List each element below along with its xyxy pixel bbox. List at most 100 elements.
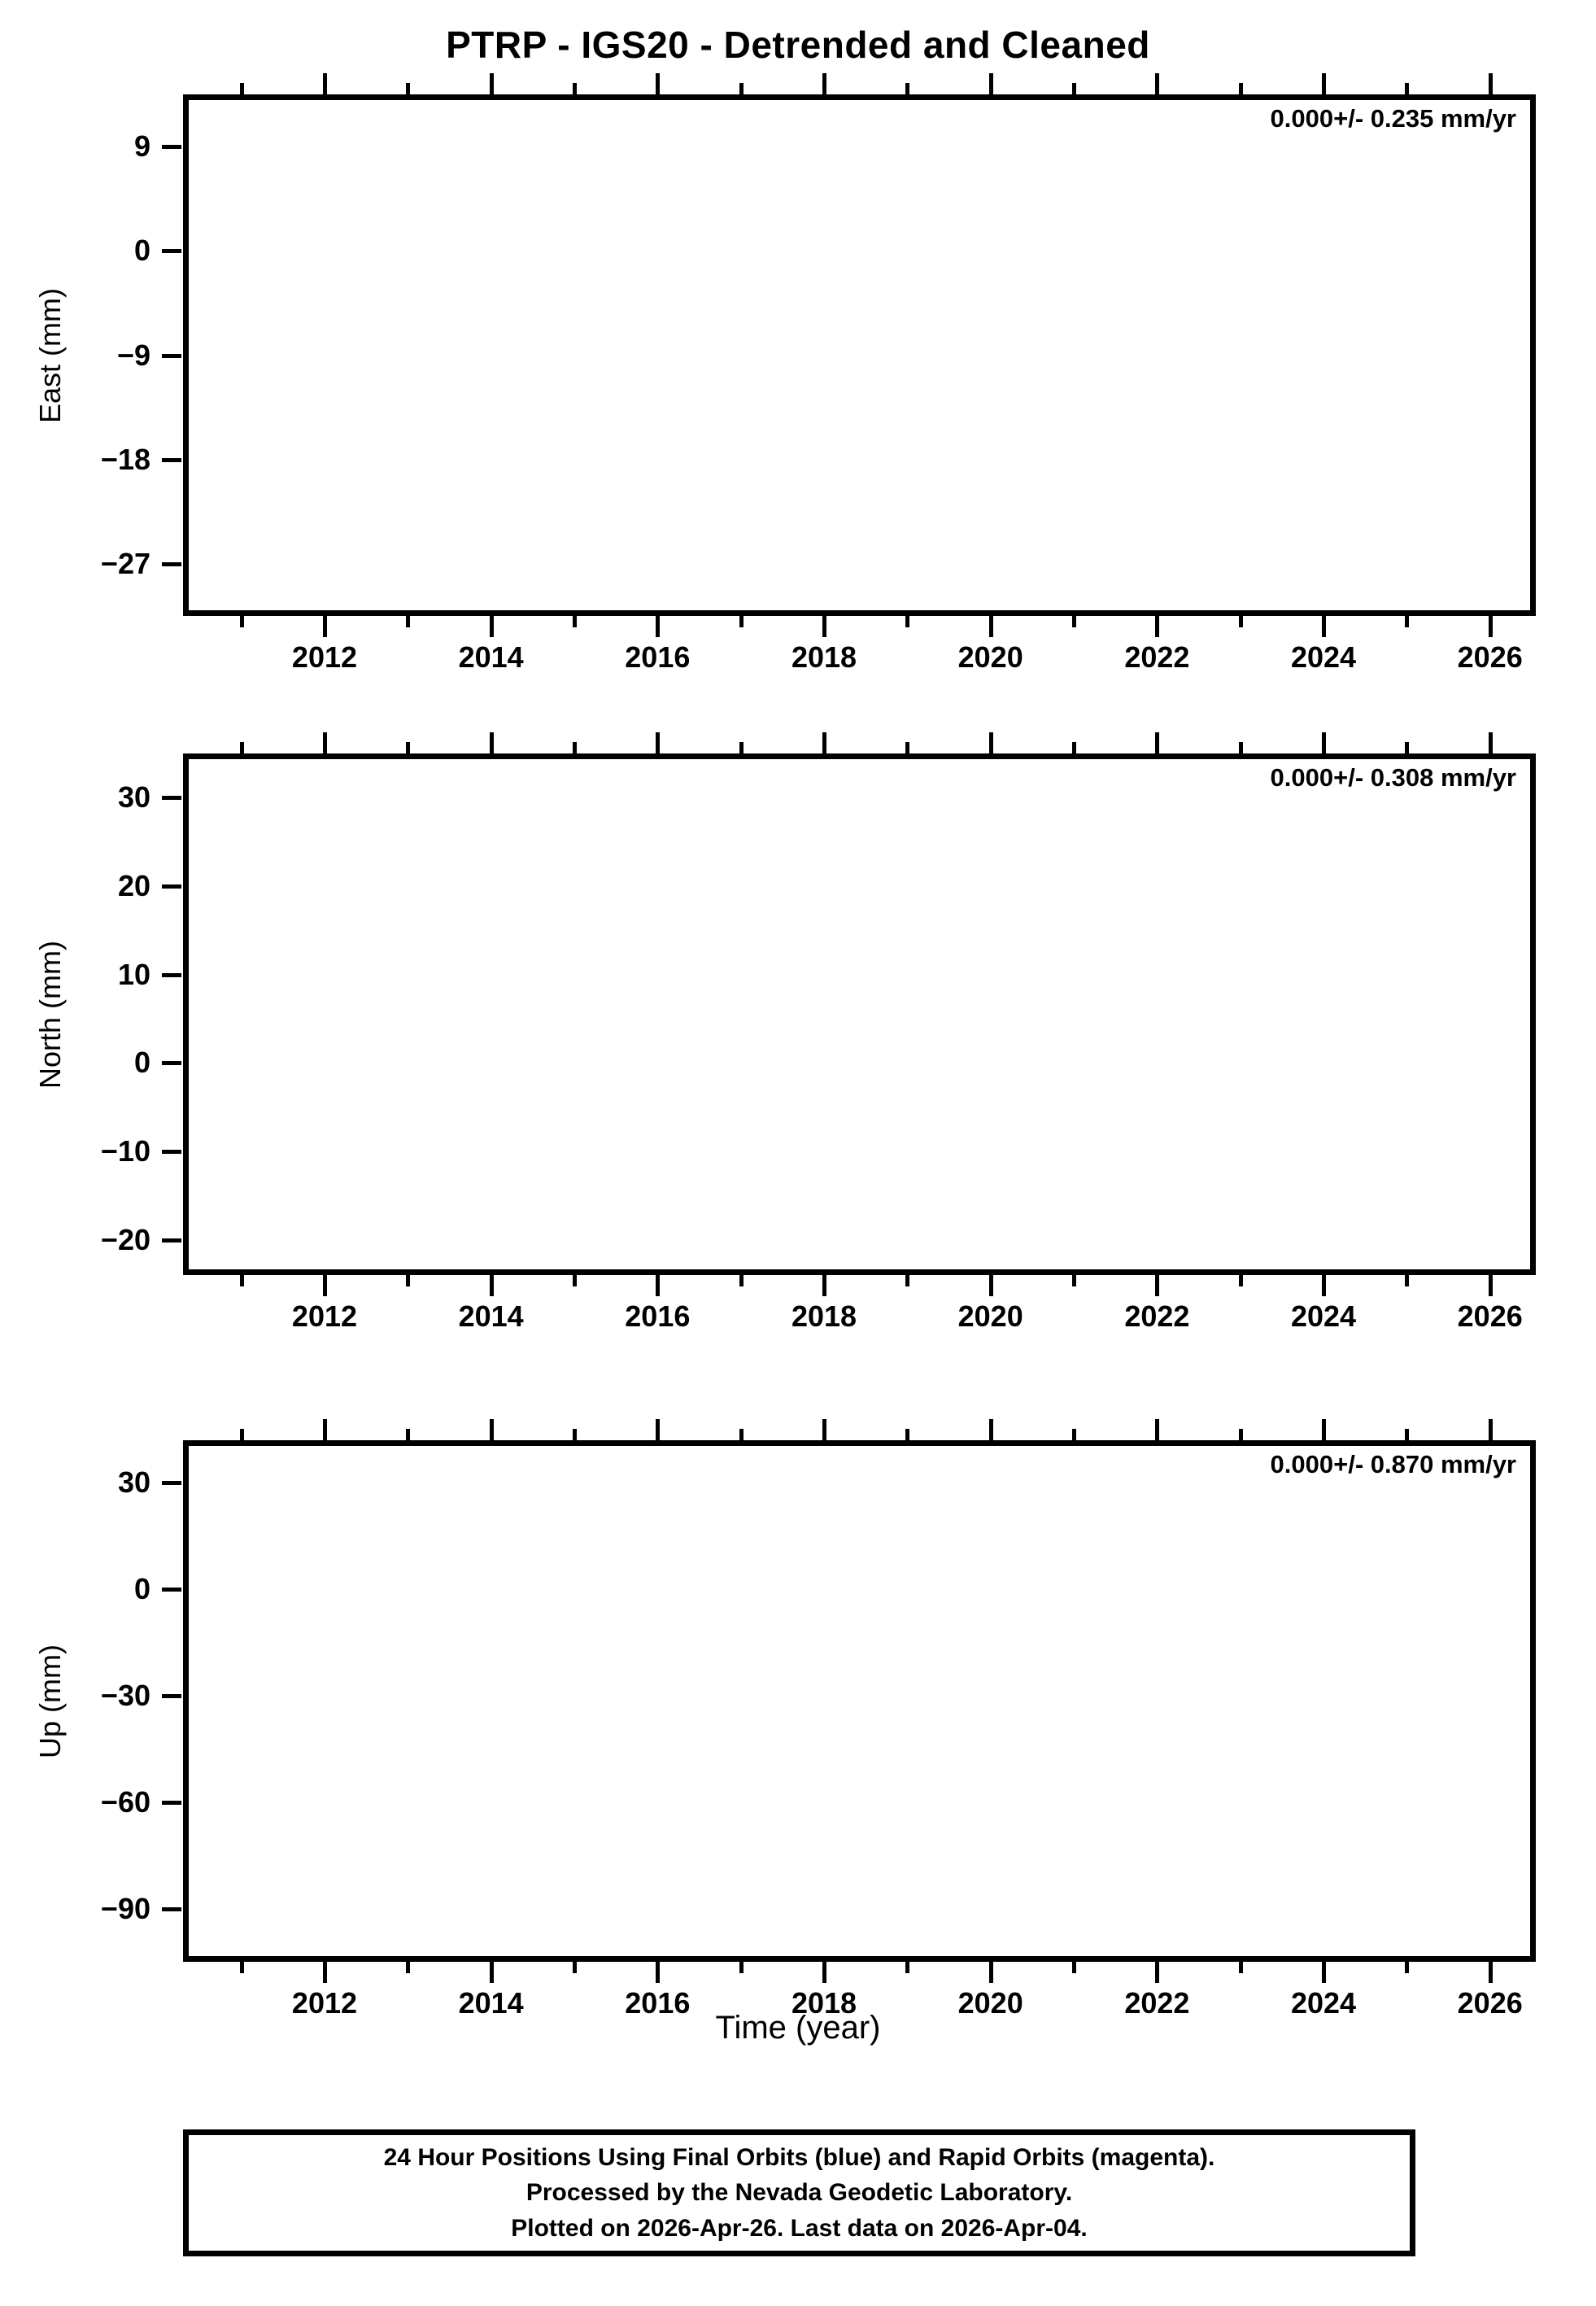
x-tick-mark (1322, 1962, 1327, 1983)
x-tick-mark-top (905, 83, 910, 94)
x-tick-label: 2014 (458, 640, 524, 674)
x-tick-label: 2022 (1124, 1299, 1190, 1333)
x-tick-mark-top (739, 1429, 743, 1440)
x-tick-label: 2024 (1290, 1986, 1357, 2020)
panel-up-frame (183, 1440, 1536, 1962)
x-tick-mark (239, 1275, 244, 1286)
x-tick-mark (822, 616, 826, 637)
x-tick-mark-top (322, 1419, 327, 1440)
x-tick-mark-top (656, 73, 661, 94)
x-tick-mark (406, 616, 411, 627)
x-tick-mark-top (1322, 73, 1327, 94)
x-tick-mark (1072, 616, 1077, 627)
panel-east: 0.000+/- 0.235 mm/yr (183, 94, 1536, 616)
x-tick-mark-top (239, 83, 244, 94)
x-tick-mark-top (988, 73, 993, 94)
north-axis-title: North (mm) (33, 940, 67, 1089)
x-tick-label: 2018 (791, 640, 857, 674)
footer-note-box: 24 Hour Positions Using Final Orbits (bl… (183, 2129, 1415, 2256)
x-tick-label: 2012 (291, 1299, 358, 1333)
panel-east-frame (183, 94, 1536, 616)
panel-north-frame (183, 753, 1536, 1275)
x-tick-mark (1488, 1962, 1493, 1983)
y-tick-mark (162, 1693, 181, 1698)
y-tick-label: 0 (133, 234, 150, 268)
x-tick-mark (1322, 1275, 1327, 1296)
x-tick-mark (822, 1275, 826, 1296)
x-tick-mark-top (822, 732, 826, 753)
y-tick-mark (162, 249, 181, 254)
x-tick-mark-top (572, 83, 577, 94)
x-tick-label: 2014 (458, 1986, 524, 2020)
x-tick-mark (656, 616, 661, 637)
y-tick-mark (162, 1238, 181, 1243)
y-tick-label: −10 (100, 1133, 150, 1168)
north-rate-annotation: 0.000+/- 0.308 mm/yr (1270, 763, 1516, 792)
x-tick-mark-top (1155, 732, 1160, 753)
y-tick-mark (162, 972, 181, 977)
up-axis-title: Up (mm) (33, 1644, 67, 1758)
x-tick-mark (1405, 1962, 1410, 1973)
x-tick-label: 2026 (1457, 640, 1523, 674)
y-tick-mark (162, 353, 181, 358)
x-tick-mark-top (406, 742, 411, 753)
x-tick-mark (822, 1962, 826, 1983)
y-tick-label: −9 (116, 338, 150, 372)
x-tick-mark-top (656, 1419, 661, 1440)
x-tick-mark (905, 616, 910, 627)
x-tick-mark-top (322, 73, 327, 94)
x-tick-mark (489, 1275, 494, 1296)
x-tick-label: 2020 (957, 1986, 1023, 2020)
y-tick-mark (162, 1149, 181, 1154)
y-tick-mark (162, 1481, 181, 1486)
x-tick-mark-top (322, 732, 327, 753)
y-tick-mark (162, 884, 181, 889)
x-tick-label: 2020 (957, 1299, 1023, 1333)
x-tick-mark-top (1155, 1419, 1160, 1440)
x-tick-label: 2012 (291, 640, 358, 674)
x-tick-mark (572, 1275, 577, 1286)
east-axis-title: East (mm) (33, 287, 67, 423)
x-tick-mark-top (572, 742, 577, 753)
panel-north: 0.000+/- 0.308 mm/yr (183, 753, 1536, 1275)
x-tick-mark (406, 1962, 411, 1973)
x-tick-mark (739, 1275, 743, 1286)
x-tick-mark (988, 616, 993, 637)
y-tick-mark (162, 796, 181, 801)
x-tick-mark-top (1488, 732, 1493, 753)
x-tick-mark-top (988, 1419, 993, 1440)
x-tick-mark (1072, 1962, 1077, 1973)
x-tick-mark-top (1405, 83, 1410, 94)
y-tick-label: −27 (100, 546, 150, 580)
y-tick-mark (162, 1906, 181, 1911)
x-tick-mark-top (1322, 1419, 1327, 1440)
x-tick-mark-top (1072, 1429, 1077, 1440)
x-tick-mark (322, 616, 327, 637)
y-tick-label: −18 (100, 442, 150, 476)
y-tick-label: 30 (117, 1465, 150, 1500)
x-tick-label: 2014 (458, 1299, 524, 1333)
x-tick-label: 2018 (791, 1986, 857, 2020)
y-tick-label: −90 (100, 1891, 150, 1925)
x-tick-label: 2020 (957, 640, 1023, 674)
x-tick-mark-top (656, 732, 661, 753)
x-tick-label: 2022 (1124, 1986, 1190, 2020)
page-title: PTRP - IGS20 - Detrended and Cleaned (446, 24, 1150, 66)
x-tick-mark-top (739, 83, 743, 94)
x-tick-mark (656, 1962, 661, 1983)
y-tick-label: 0 (133, 1046, 150, 1080)
x-tick-mark-top (1488, 73, 1493, 94)
x-tick-mark-top (739, 742, 743, 753)
x-tick-mark-top (489, 1419, 494, 1440)
x-tick-mark (1072, 1275, 1077, 1286)
footer-line-2: Processed by the Nevada Geodetic Laborat… (525, 2179, 1073, 2207)
x-tick-mark (1155, 616, 1160, 637)
x-tick-mark-top (239, 742, 244, 753)
y-tick-label: 10 (117, 957, 150, 991)
x-tick-label: 2022 (1124, 640, 1190, 674)
y-tick-mark (162, 1588, 181, 1592)
y-tick-label: −60 (100, 1784, 150, 1819)
x-tick-mark (1155, 1962, 1160, 1983)
x-tick-mark-top (572, 1429, 577, 1440)
